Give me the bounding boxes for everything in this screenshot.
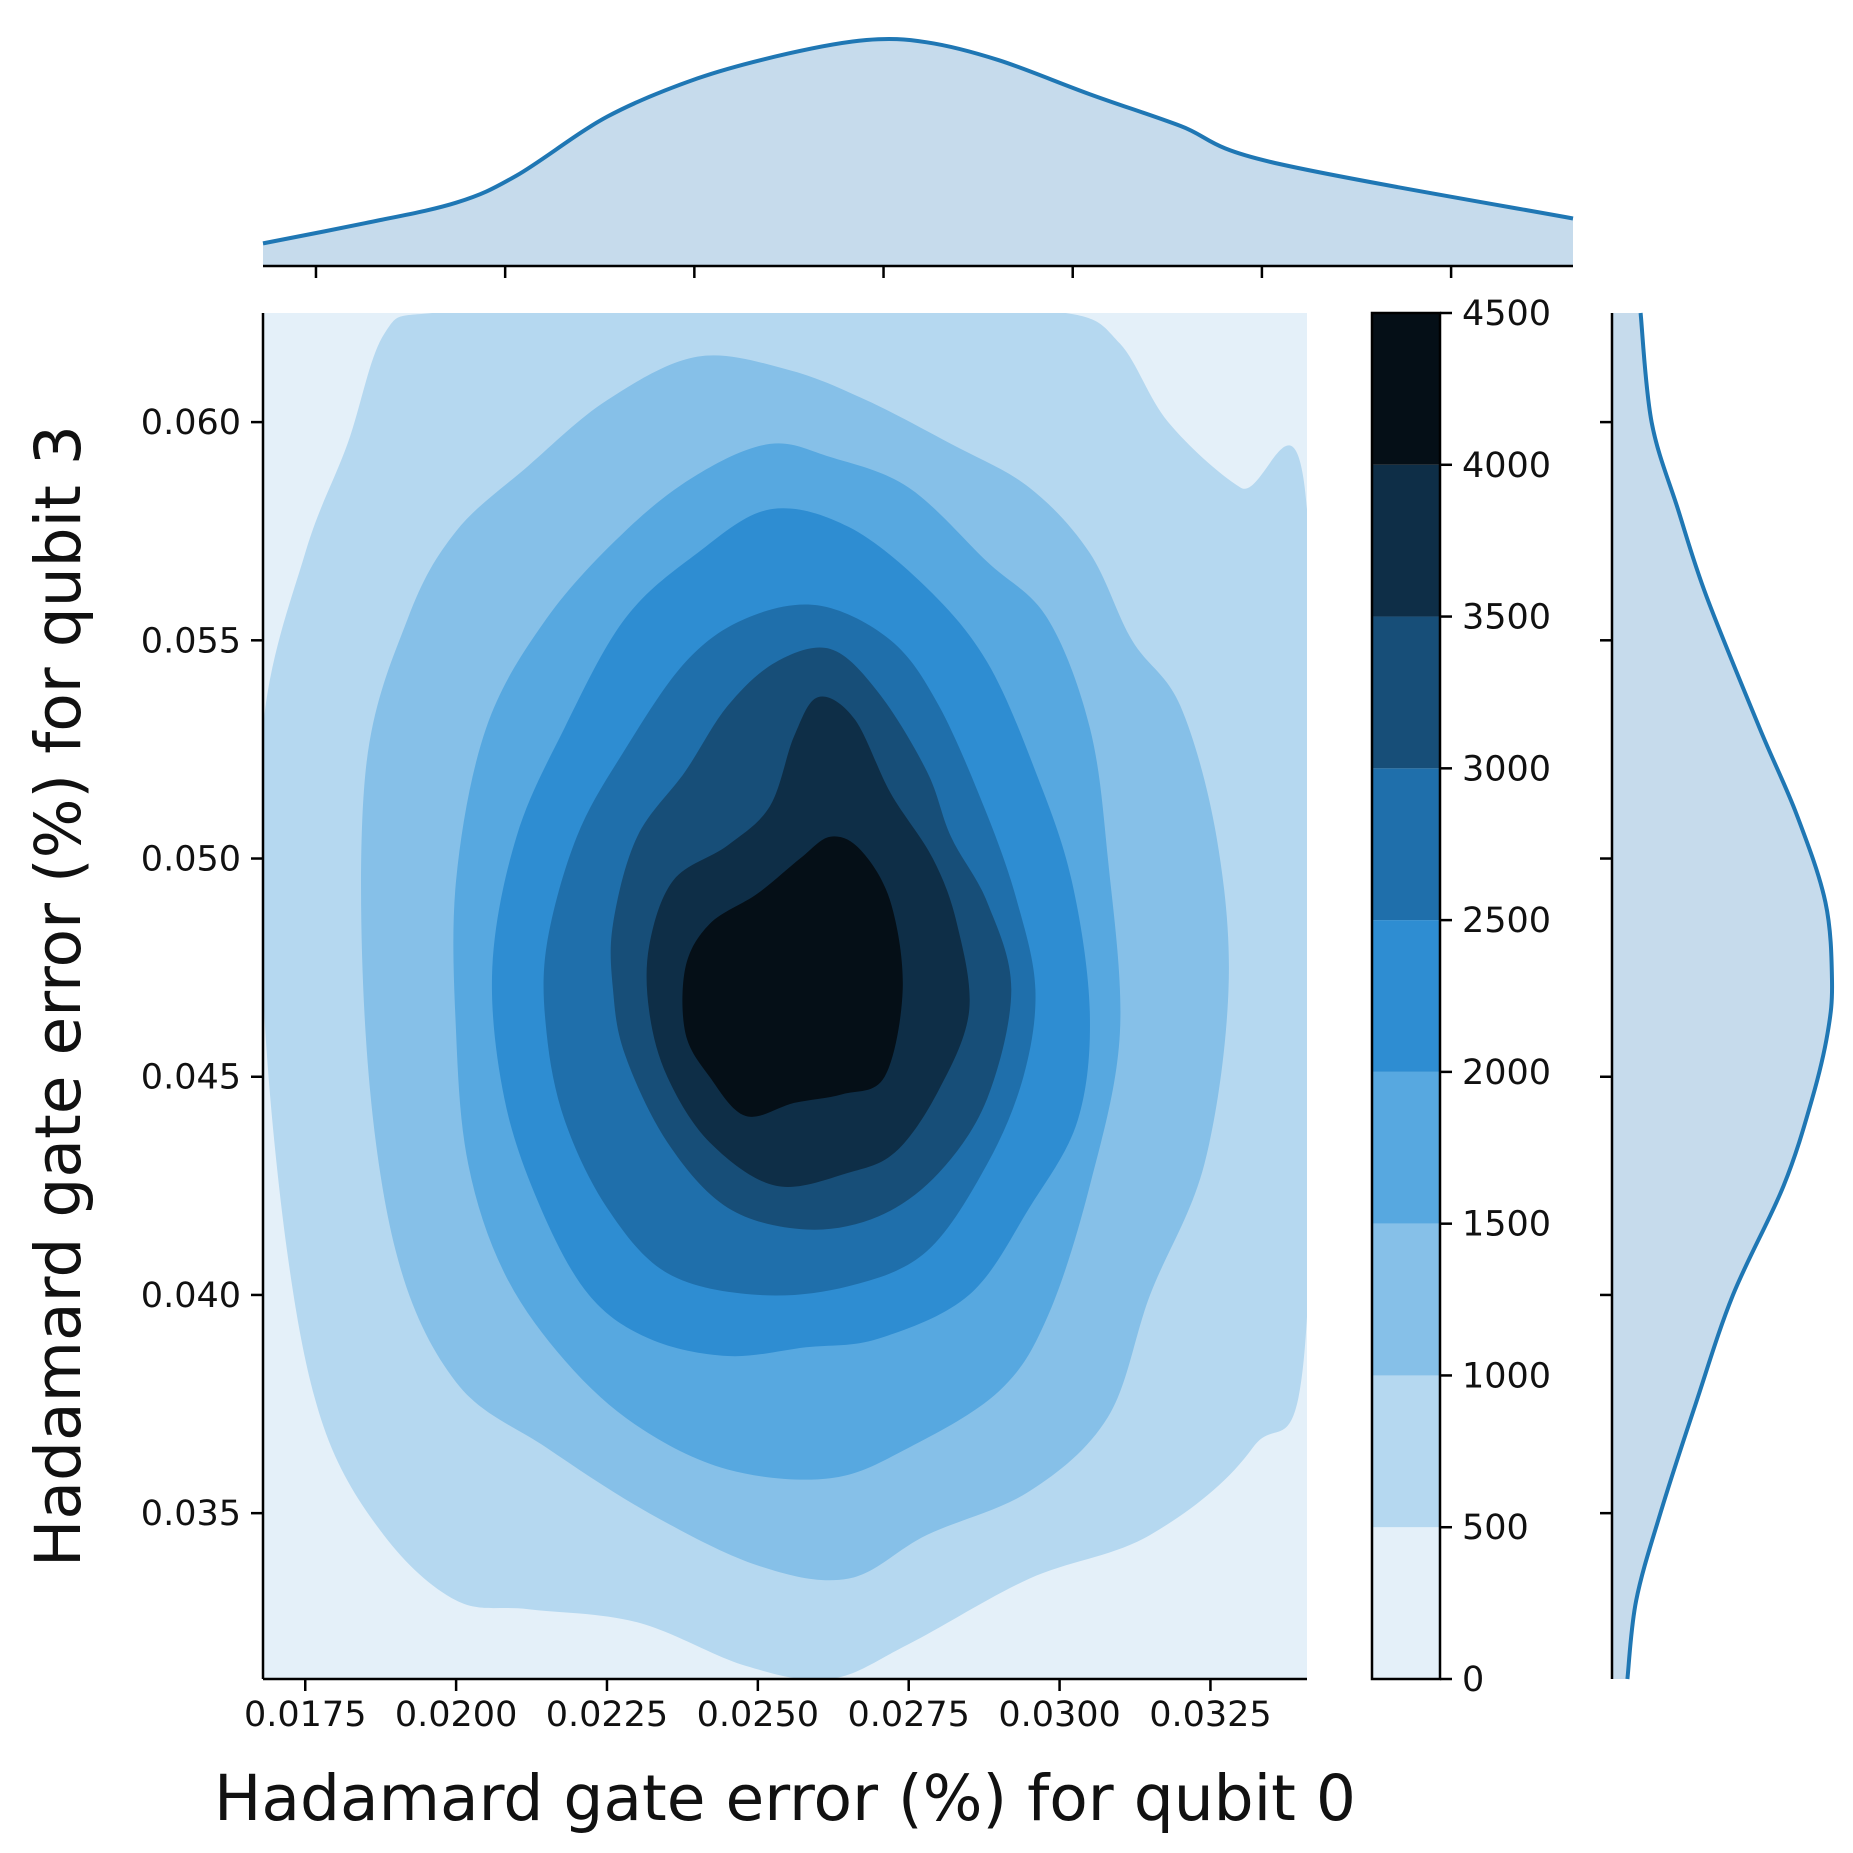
marginal-y-kde bbox=[1600, 312, 1835, 1680]
colorbar-tick-label: 2500 bbox=[1462, 901, 1551, 941]
colorbar-tick-label: 3000 bbox=[1462, 749, 1551, 789]
y-axis-label: Hadamard gate error (%) for qubit 3 bbox=[22, 425, 95, 1567]
marginal-x-curve bbox=[262, 36, 1574, 246]
colorbar-tick-label: 4000 bbox=[1462, 446, 1551, 486]
colorbar-band bbox=[1372, 1527, 1440, 1679]
colorbar-band bbox=[1372, 768, 1440, 921]
x-tick-label: 0.0275 bbox=[847, 1695, 969, 1735]
x-axis-label: Hadamard gate error (%) for qubit 0 bbox=[214, 1762, 1356, 1835]
colorbar-band bbox=[1372, 1071, 1440, 1224]
x-tick-label: 0.0325 bbox=[1149, 1695, 1271, 1735]
marginal-y-fill bbox=[1612, 313, 1833, 1679]
y-tick-label: 0.060 bbox=[141, 403, 241, 443]
x-tick-label: 0.0200 bbox=[395, 1695, 517, 1735]
x-tick-label: 0.0250 bbox=[697, 1695, 819, 1735]
y-axis-ticks: 0.035 0.040 0.045 0.050 0.055 0.060 bbox=[141, 403, 263, 1534]
marginal-x-fill bbox=[263, 38, 1573, 266]
colorbar-band bbox=[1372, 1375, 1440, 1528]
colorbar-tick-label: 1000 bbox=[1462, 1356, 1551, 1396]
y-tick-label: 0.035 bbox=[141, 1494, 241, 1534]
kde-contour-plot: 0.0175 0.0200 0.0225 0.0250 0.0275 0.0300 0.03… bbox=[22, 313, 1356, 1835]
marginal-x-kde bbox=[262, 36, 1574, 278]
colorbar-band bbox=[1372, 1223, 1440, 1376]
colorbar-tick-label: 2000 bbox=[1462, 1053, 1551, 1093]
colorbar-tick-label: 0 bbox=[1462, 1660, 1484, 1700]
colorbar-band bbox=[1372, 616, 1440, 769]
contour-level-4000 bbox=[682, 836, 903, 1117]
y-tick-label: 0.050 bbox=[141, 840, 241, 880]
x-axis-ticks: 0.0175 0.0200 0.0225 0.0250 0.0275 0.0300 0.03… bbox=[244, 1679, 1272, 1735]
y-tick-label: 0.040 bbox=[141, 1276, 241, 1316]
main-axes bbox=[261, 313, 1307, 1681]
colorbar-band bbox=[1372, 920, 1440, 1072]
x-tick-label: 0.0175 bbox=[244, 1695, 366, 1735]
contour-layers bbox=[263, 313, 1307, 1679]
x-tick-label: 0.0300 bbox=[998, 1695, 1120, 1735]
colorbar-band bbox=[1372, 464, 1440, 617]
colorbar-frame bbox=[1370, 311, 1442, 1681]
colorbar-tick-label: 4500 bbox=[1462, 294, 1551, 334]
x-tick-label: 0.0225 bbox=[546, 1695, 668, 1735]
colorbar-tick-label: 3500 bbox=[1462, 598, 1551, 638]
y-tick-label: 0.055 bbox=[141, 621, 241, 661]
colorbar: 0 500 1000 1500 2000 2500 3000 3500 4000 4500 bbox=[1370, 294, 1551, 1700]
marginal-y-curve bbox=[1625, 312, 1835, 1680]
y-tick-label: 0.045 bbox=[141, 1058, 241, 1098]
colorbar-tick-label: 500 bbox=[1462, 1508, 1529, 1548]
colorbar-band bbox=[1372, 313, 1440, 465]
colorbar-tick-label: 1500 bbox=[1462, 1205, 1551, 1245]
